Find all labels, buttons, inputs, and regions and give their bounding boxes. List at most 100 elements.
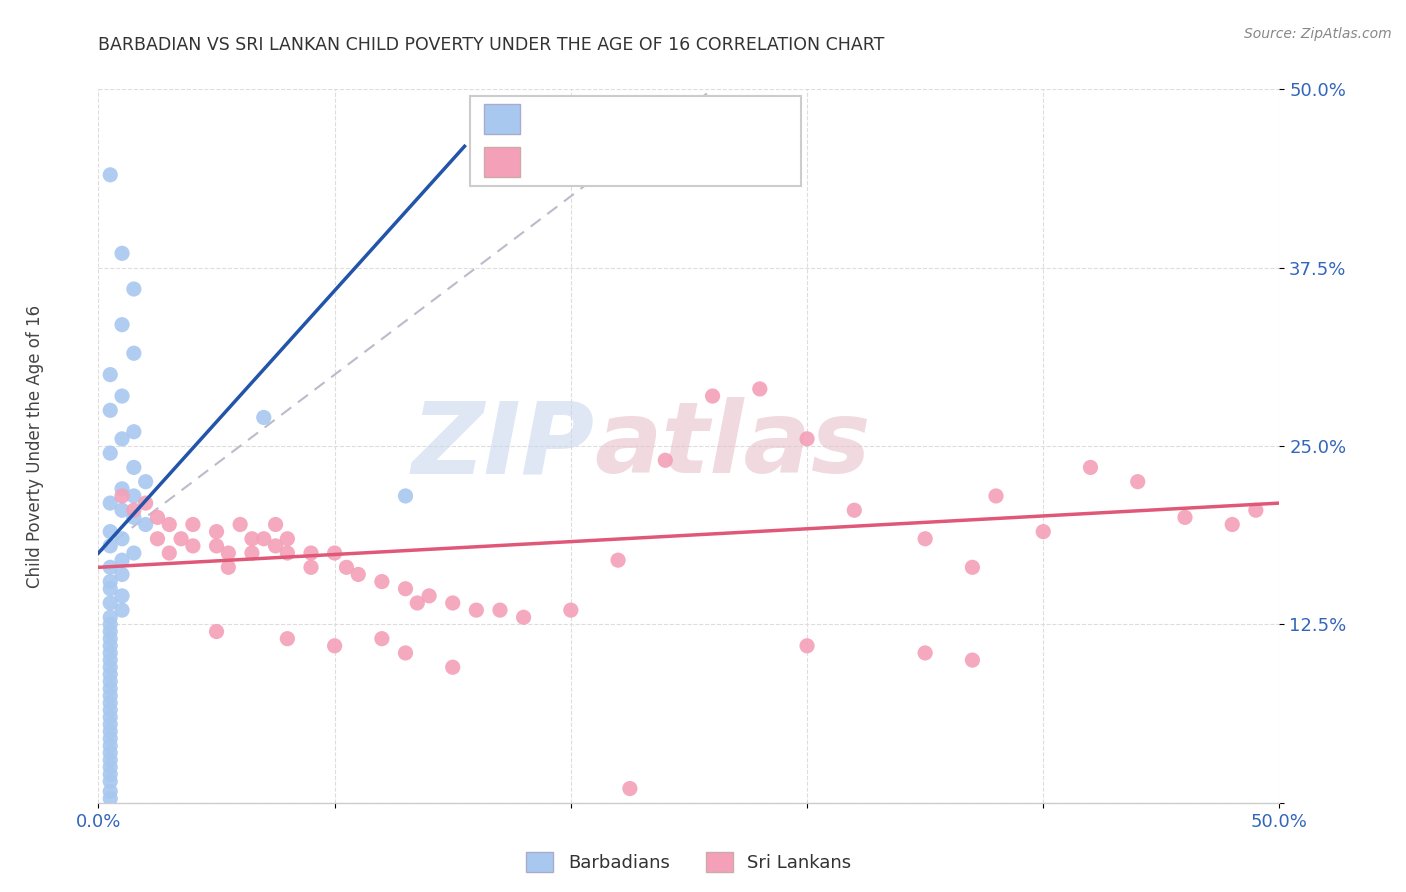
Point bbox=[1126, 475, 1149, 489]
Point bbox=[619, 781, 641, 796]
Point bbox=[205, 524, 228, 539]
Point bbox=[371, 574, 394, 589]
Point bbox=[276, 532, 298, 546]
Point bbox=[122, 546, 145, 560]
Point bbox=[111, 432, 134, 446]
Point bbox=[98, 717, 121, 731]
Point bbox=[1220, 517, 1243, 532]
Point bbox=[489, 603, 512, 617]
Point bbox=[253, 410, 276, 425]
Point bbox=[98, 784, 121, 798]
Point bbox=[844, 503, 866, 517]
Point bbox=[276, 632, 298, 646]
Point bbox=[914, 532, 936, 546]
Point bbox=[98, 539, 121, 553]
Point bbox=[418, 589, 440, 603]
Point bbox=[229, 517, 252, 532]
Point bbox=[98, 560, 121, 574]
Point bbox=[371, 632, 394, 646]
Point bbox=[465, 603, 488, 617]
Point bbox=[157, 517, 180, 532]
Point bbox=[111, 489, 134, 503]
Point bbox=[335, 560, 357, 574]
Point bbox=[323, 546, 346, 560]
Point bbox=[98, 496, 121, 510]
Point bbox=[406, 596, 429, 610]
Point bbox=[111, 553, 134, 567]
Point bbox=[98, 760, 121, 774]
Point bbox=[394, 646, 416, 660]
Point bbox=[98, 617, 121, 632]
Point bbox=[135, 475, 157, 489]
Point bbox=[1174, 510, 1197, 524]
Point bbox=[1032, 524, 1054, 539]
Point bbox=[170, 532, 193, 546]
Point bbox=[512, 610, 534, 624]
Point bbox=[135, 517, 157, 532]
Point bbox=[98, 791, 121, 805]
Point bbox=[98, 582, 121, 596]
Point bbox=[240, 546, 263, 560]
Text: Source: ZipAtlas.com: Source: ZipAtlas.com bbox=[1244, 27, 1392, 41]
Point bbox=[264, 539, 287, 553]
Point bbox=[702, 389, 724, 403]
Point bbox=[111, 567, 134, 582]
Point bbox=[98, 639, 121, 653]
Point bbox=[394, 582, 416, 596]
Point bbox=[111, 603, 134, 617]
Point bbox=[157, 546, 180, 560]
Point bbox=[98, 767, 121, 781]
Point bbox=[1080, 460, 1102, 475]
Point bbox=[181, 517, 204, 532]
Point bbox=[253, 532, 276, 546]
Point bbox=[98, 403, 121, 417]
Point bbox=[441, 596, 464, 610]
Point bbox=[181, 539, 204, 553]
Point bbox=[98, 653, 121, 667]
Point bbox=[98, 646, 121, 660]
Point bbox=[441, 660, 464, 674]
Point bbox=[98, 624, 121, 639]
Point bbox=[146, 510, 169, 524]
Point bbox=[217, 560, 239, 574]
Point bbox=[98, 739, 121, 753]
Point bbox=[205, 539, 228, 553]
Point bbox=[122, 282, 145, 296]
Point bbox=[146, 532, 169, 546]
Point bbox=[98, 689, 121, 703]
Point bbox=[1244, 503, 1267, 517]
Point bbox=[111, 389, 134, 403]
Point bbox=[560, 603, 582, 617]
Point bbox=[98, 746, 121, 760]
Point bbox=[299, 560, 322, 574]
Point bbox=[122, 489, 145, 503]
Point bbox=[276, 546, 298, 560]
Point bbox=[98, 368, 121, 382]
Point bbox=[98, 703, 121, 717]
Point bbox=[98, 774, 121, 789]
Point bbox=[98, 632, 121, 646]
Point bbox=[122, 425, 145, 439]
Point bbox=[98, 724, 121, 739]
Point bbox=[984, 489, 1007, 503]
Text: atlas: atlas bbox=[595, 398, 870, 494]
Point bbox=[98, 524, 121, 539]
Point bbox=[796, 639, 818, 653]
Point bbox=[111, 318, 134, 332]
Point bbox=[98, 667, 121, 681]
Point bbox=[98, 681, 121, 696]
Point bbox=[111, 482, 134, 496]
Point bbox=[98, 168, 121, 182]
Point bbox=[264, 517, 287, 532]
Point bbox=[299, 546, 322, 560]
Point bbox=[962, 560, 984, 574]
Point bbox=[914, 646, 936, 660]
Point bbox=[98, 574, 121, 589]
Point bbox=[98, 596, 121, 610]
Point bbox=[98, 674, 121, 689]
Point bbox=[796, 432, 818, 446]
Text: BARBADIAN VS SRI LANKAN CHILD POVERTY UNDER THE AGE OF 16 CORRELATION CHART: BARBADIAN VS SRI LANKAN CHILD POVERTY UN… bbox=[98, 36, 884, 54]
Point bbox=[347, 567, 370, 582]
Point bbox=[111, 246, 134, 260]
Point bbox=[394, 489, 416, 503]
